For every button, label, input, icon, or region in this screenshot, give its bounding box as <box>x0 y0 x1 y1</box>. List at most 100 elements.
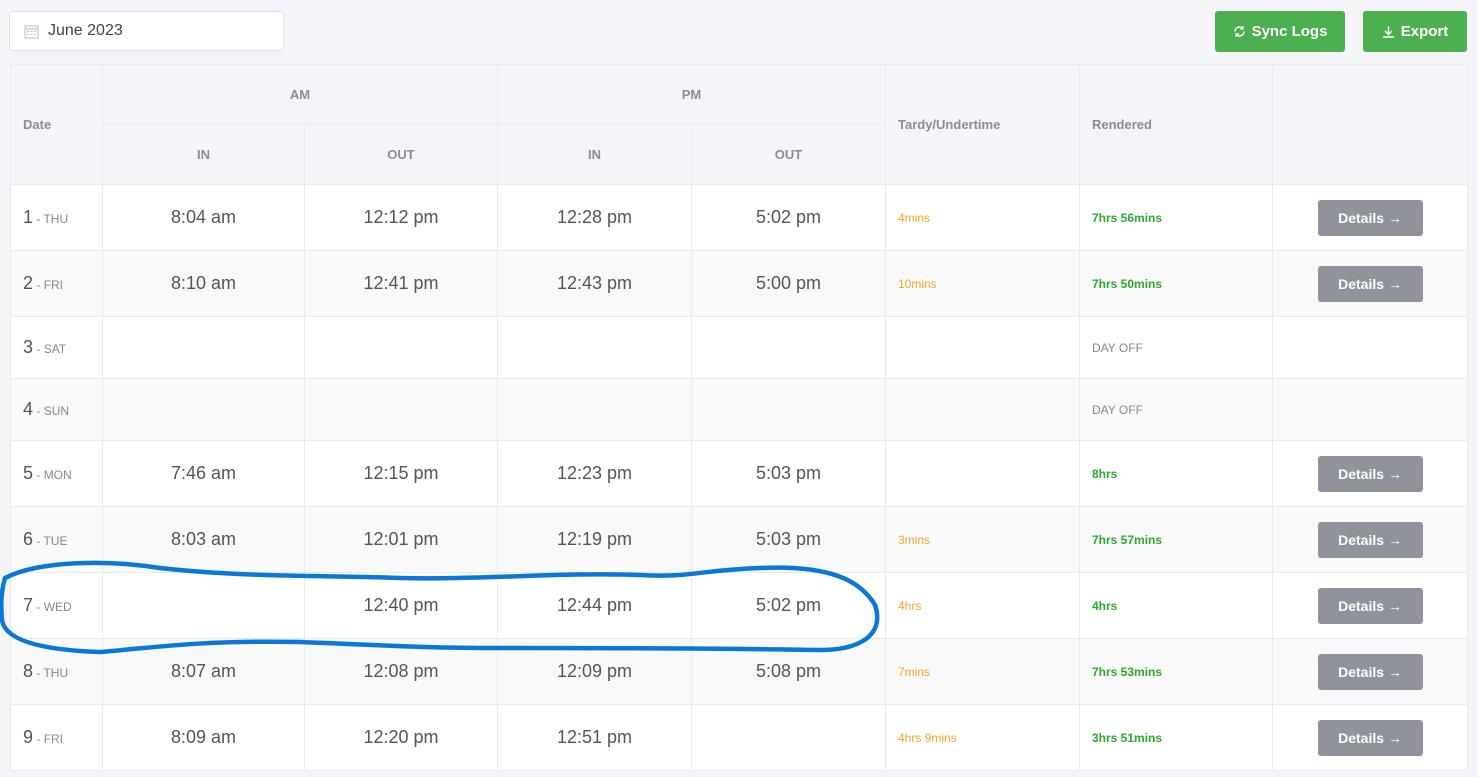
day-number: 7 <box>23 595 34 615</box>
day-number: 1 <box>23 207 34 227</box>
pm-in-cell: 12:19 pm <box>497 506 692 573</box>
header-am-out: OUT <box>304 124 498 185</box>
am-out-cell: 12:15 pm <box>304 440 498 507</box>
am-in-cell <box>102 572 305 639</box>
weekday: WED <box>43 600 72 614</box>
table-row: 3 - SAT DAY OFF <box>10 316 1468 379</box>
export-label: Export <box>1400 23 1449 40</box>
date-cell: 9 - FRI <box>10 704 103 771</box>
table-row: 7 - WED 12:40 pm 12:44 pm 5:02 pm 4hrs 4hrs De… <box>10 572 1468 639</box>
am-out-cell <box>304 378 498 441</box>
date-cell: 5 - MON <box>10 440 103 507</box>
pm-in-cell: 12:51 pm <box>497 704 692 771</box>
calendar-icon <box>24 25 39 38</box>
tardy-cell: 7mins <box>885 638 1080 705</box>
date-cell: 3 - SAT <box>10 316 103 379</box>
header-am: AM <box>102 64 498 125</box>
am-in-cell <box>102 316 305 379</box>
download-icon <box>1382 26 1394 38</box>
actions-cell: Details → <box>1272 184 1468 251</box>
rendered-cell: 4hrs <box>1079 572 1273 639</box>
actions-cell: Details → <box>1272 638 1468 705</box>
table-row: 4 - SUN DAY OFF <box>10 378 1468 441</box>
day-number: 3 <box>23 337 34 357</box>
tardy-cell: 4mins <box>885 184 1080 251</box>
attendance-table: Date AM PM Tardy/Undertime Rendered IN O… <box>10 64 1468 771</box>
weekday: FRI <box>43 278 64 292</box>
tardy-cell: 3mins <box>885 506 1080 573</box>
date-cell: 4 - SUN <box>10 378 103 441</box>
rendered-cell: 3hrs 51mins <box>1079 704 1273 771</box>
refresh-icon <box>1233 26 1245 37</box>
rendered-cell: 8hrs <box>1079 440 1273 507</box>
pm-in-cell: 12:28 pm <box>497 184 692 251</box>
tardy-cell <box>885 378 1080 441</box>
pm-in-cell: 12:23 pm <box>497 440 692 507</box>
actions-cell: Details → <box>1272 250 1468 317</box>
details-button[interactable]: Details → <box>1317 587 1423 624</box>
pm-out-cell <box>691 316 886 379</box>
details-button[interactable]: Details → <box>1317 199 1423 236</box>
rendered-cell: DAY OFF <box>1079 378 1273 441</box>
actions-cell: Details → <box>1272 506 1468 573</box>
day-number: 6 <box>23 529 34 549</box>
pm-out-cell: 5:00 pm <box>691 250 886 317</box>
weekday: SUN <box>43 404 70 418</box>
am-out-cell: 12:12 pm <box>304 184 498 251</box>
details-button[interactable]: Details → <box>1317 265 1423 302</box>
header-rendered: Rendered <box>1079 64 1273 185</box>
weekday: THU <box>43 666 69 680</box>
pm-out-cell: 5:08 pm <box>691 638 886 705</box>
actions-cell: Details → <box>1272 704 1468 771</box>
header-pm: PM <box>497 64 886 125</box>
export-button[interactable]: Export <box>1363 11 1467 52</box>
am-out-cell <box>304 316 498 379</box>
pm-out-cell: 5:03 pm <box>691 440 886 507</box>
details-button[interactable]: Details → <box>1317 521 1423 558</box>
weekday: SAT <box>43 342 67 356</box>
am-in-cell: 8:09 am <box>102 704 305 771</box>
date-cell: 2 - FRI <box>10 250 103 317</box>
rendered-cell: 7hrs 50mins <box>1079 250 1273 317</box>
actions-cell <box>1272 378 1468 441</box>
am-in-cell: 8:07 am <box>102 638 305 705</box>
weekday: TUE <box>43 534 68 548</box>
am-in-cell: 8:10 am <box>102 250 305 317</box>
am-in-cell: 8:04 am <box>102 184 305 251</box>
table-row: 8 - THU 8:07 am 12:08 pm 12:09 pm 5:08 pm 7mi… <box>10 638 1468 705</box>
table-row: 5 - MON 7:46 am 12:15 pm 12:23 pm 5:03 pm 8hr… <box>10 440 1468 507</box>
sync-logs-button[interactable]: Sync Logs <box>1215 11 1345 52</box>
day-number: 9 <box>23 727 34 747</box>
pm-out-cell: 5:02 pm <box>691 572 886 639</box>
details-button[interactable]: Details → <box>1317 653 1423 690</box>
tardy-cell: 10mins <box>885 250 1080 317</box>
date-cell: 8 - THU <box>10 638 103 705</box>
day-number: 8 <box>23 661 34 681</box>
am-in-cell <box>102 378 305 441</box>
table-row: 2 - FRI 8:10 am 12:41 pm 12:43 pm 5:00 pm 10m… <box>10 250 1468 317</box>
table-row: 1 - THU 8:04 am 12:12 pm 12:28 pm 5:02 pm 4mi… <box>10 184 1468 251</box>
date-cell: 6 - TUE <box>10 506 103 573</box>
details-button[interactable]: Details → <box>1317 455 1423 492</box>
pm-out-cell <box>691 378 886 441</box>
tardy-cell: 4hrs 9mins <box>885 704 1080 771</box>
actions-cell: Details → <box>1272 440 1468 507</box>
header-am-in: IN <box>102 124 305 185</box>
tardy-cell <box>885 316 1080 379</box>
pm-in-cell: 12:43 pm <box>497 250 692 317</box>
header-actions <box>1272 64 1468 185</box>
month-value: June 2023 <box>48 22 123 39</box>
weekday: MON <box>43 468 72 482</box>
am-out-cell: 12:20 pm <box>304 704 498 771</box>
date-cell: 7 - WED <box>10 572 103 639</box>
sync-logs-label: Sync Logs <box>1251 23 1328 40</box>
details-button[interactable]: Details → <box>1317 719 1423 756</box>
month-picker[interactable]: June 2023 <box>9 11 284 51</box>
table-row: 9 - FRI 8:09 am 12:20 pm 12:51 pm 4hrs 9mins… <box>10 704 1468 771</box>
weekday: FRI <box>43 732 64 746</box>
am-out-cell: 12:41 pm <box>304 250 498 317</box>
pm-in-cell: 12:09 pm <box>497 638 692 705</box>
tardy-cell <box>885 440 1080 507</box>
header-tardy: Tardy/Undertime <box>885 64 1080 185</box>
am-out-cell: 12:08 pm <box>304 638 498 705</box>
